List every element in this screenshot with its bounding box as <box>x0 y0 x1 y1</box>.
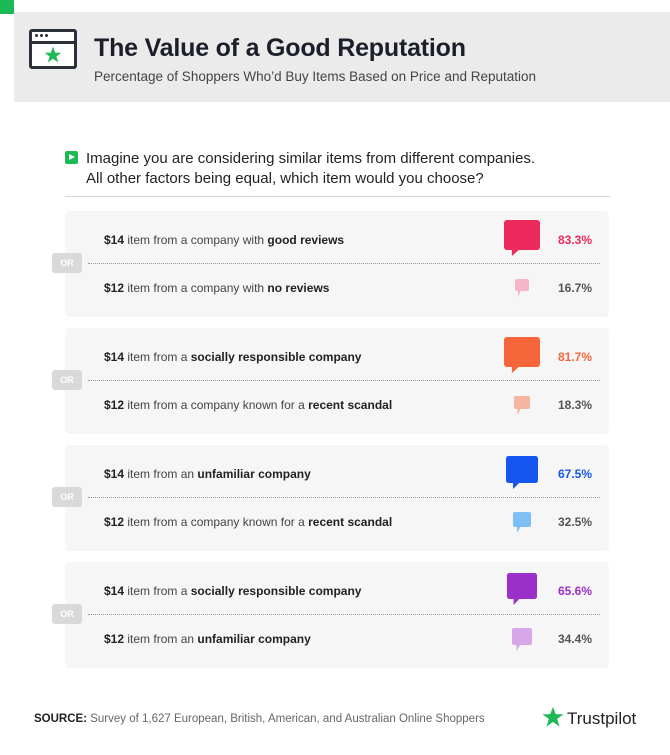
description: item from a <box>124 350 191 364</box>
comparison-card: OR $14 item from a socially responsible c… <box>52 562 608 666</box>
source-text: Survey of 1,627 European, British, Ameri… <box>87 713 485 725</box>
option-14-text: $14 item from a socially responsible com… <box>104 584 361 598</box>
speech-bubble-icon <box>506 455 538 494</box>
source-label: SOURCE: <box>34 713 88 725</box>
dotted-divider <box>88 380 600 381</box>
speech-bubble-icon <box>507 573 537 605</box>
description-emphasis: recent scandal <box>308 398 393 412</box>
speech-bubble-icon <box>504 337 540 378</box>
price: $14 <box>104 233 125 247</box>
percent-12: 18.3% <box>557 398 592 412</box>
price: $12 <box>104 281 125 295</box>
option-12-text: $12 item from a company with no reviews <box>104 281 329 295</box>
percent-12: 32.5% <box>557 515 592 529</box>
page-title: The Value of a Good Reputation <box>94 34 466 62</box>
price: $14 <box>104 467 125 481</box>
or-badge: OR <box>52 253 82 273</box>
price: $12 <box>104 398 125 412</box>
price: $14 <box>104 350 125 364</box>
question-line-1: Imagine you are considering similar item… <box>86 150 536 167</box>
speech-bubble-icon <box>513 511 531 538</box>
dotted-divider <box>88 263 600 264</box>
divider <box>65 196 610 197</box>
question-text: Imagine you are considering similar item… <box>86 149 606 189</box>
comparison-card: OR $14 item from a company with good revi… <box>52 211 608 315</box>
description: item from an <box>124 467 198 481</box>
description: item from a company known for a <box>124 515 309 529</box>
comparison-card: OR $14 item from an unfamiliar company 67.… <box>52 445 608 549</box>
play-icon <box>65 151 78 164</box>
description-emphasis: recent scandal <box>308 515 393 529</box>
speech-bubble-icon <box>514 395 530 420</box>
description-emphasis: unfamiliar company <box>197 632 311 646</box>
price: $12 <box>104 515 125 529</box>
or-badge: OR <box>52 370 82 390</box>
description-emphasis: socially responsible company <box>190 584 362 598</box>
percent-14: 83.3% <box>557 233 592 247</box>
speech-bubble-icon <box>504 220 540 256</box>
speech-bubble-icon <box>504 220 540 261</box>
page-subtitle: Percentage of Shoppers Who’d Buy Items B… <box>94 69 537 84</box>
description-emphasis: socially responsible company <box>190 350 362 364</box>
trustpilot-star-icon <box>542 706 564 727</box>
description-emphasis: good reviews <box>267 233 345 247</box>
option-14-text: $14 item from an unfamiliar company <box>104 467 311 481</box>
comparison-card: OR $14 item from a socially responsible c… <box>52 328 608 432</box>
percent-14: 65.6% <box>557 584 592 598</box>
percent-12: 16.7% <box>557 281 592 295</box>
option-12-text: $12 item from a company known for a rece… <box>104 398 392 412</box>
price: $12 <box>104 632 125 646</box>
option-14-text: $14 item from a socially responsible com… <box>104 350 361 364</box>
brand-name: Trustpilot <box>567 709 637 728</box>
browser-star-icon <box>29 29 77 69</box>
or-badge: OR <box>52 604 82 624</box>
speech-bubble-icon <box>515 279 529 302</box>
or-badge: OR <box>52 487 82 507</box>
description-emphasis: unfamiliar company <box>197 467 311 481</box>
description: item from an <box>124 632 198 646</box>
speech-bubble-icon <box>512 627 532 651</box>
option-12-text: $12 item from a company known for a rece… <box>104 515 392 529</box>
price: $14 <box>104 584 125 598</box>
dotted-divider <box>88 614 600 615</box>
speech-bubble-icon <box>512 627 532 656</box>
option-14-text: $14 item from a company with good review… <box>104 233 344 247</box>
option-12-text: $12 item from an unfamiliar company <box>104 632 311 646</box>
description-emphasis: no reviews <box>267 281 330 295</box>
description: item from a company known for a <box>124 398 309 412</box>
dotted-divider <box>88 497 600 498</box>
corner-accent <box>0 0 14 14</box>
question-line-2: All other factors being equal, which ite… <box>86 170 484 187</box>
speech-bubble-icon <box>506 455 538 489</box>
description: item from a company with <box>124 233 268 247</box>
speech-bubble-icon <box>514 395 530 415</box>
speech-bubble-icon <box>507 573 537 610</box>
percent-14: 67.5% <box>557 467 592 481</box>
description: item from a <box>124 584 191 598</box>
header-banner: The Value of a Good Reputation Percentag… <box>14 12 670 102</box>
description: item from a company with <box>124 281 268 295</box>
percent-14: 81.7% <box>557 350 592 364</box>
speech-bubble-icon <box>504 337 540 373</box>
speech-bubble-icon <box>515 279 529 297</box>
speech-bubble-icon <box>513 511 531 533</box>
percent-12: 34.4% <box>557 632 592 646</box>
source-note: SOURCE: Survey of 1,627 European, Britis… <box>34 713 485 725</box>
